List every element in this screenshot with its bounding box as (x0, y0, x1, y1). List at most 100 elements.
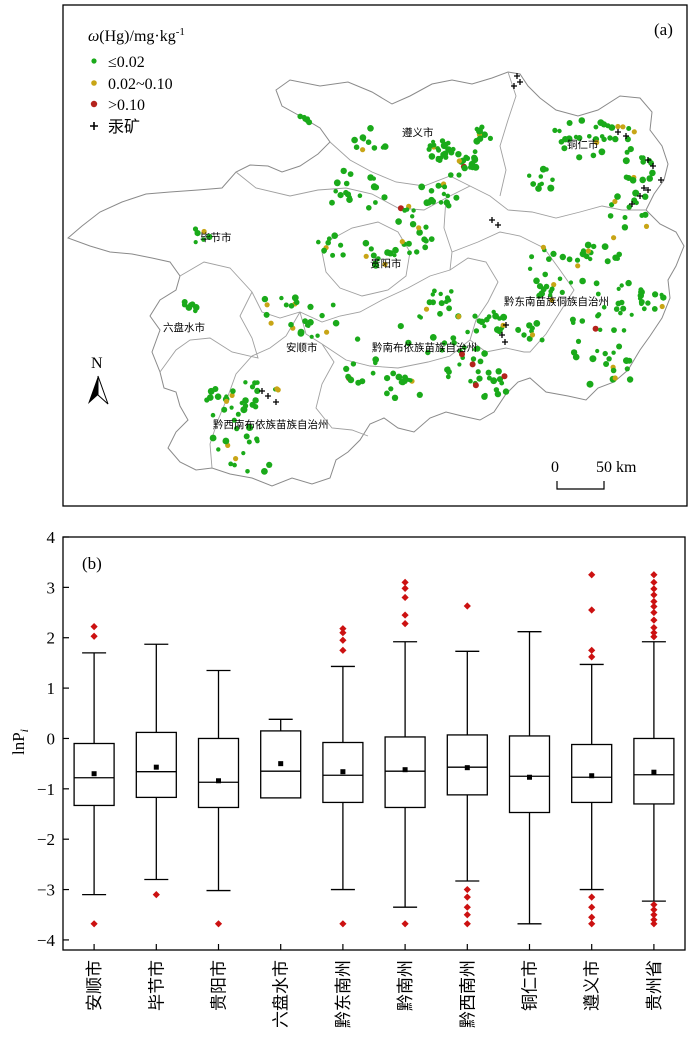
outlier-point (401, 578, 409, 586)
sample-dot (640, 159, 646, 165)
sample-dot (445, 374, 451, 380)
y-tick-label: −4 (37, 931, 56, 950)
sample-dot (390, 370, 397, 377)
y-tick-label: 0 (47, 729, 56, 748)
sample-dot (181, 302, 188, 308)
sample-dot (381, 194, 388, 201)
sample-dot (557, 128, 562, 134)
legend-label-mid: 0.02~0.10 (108, 76, 173, 93)
sample-dot (409, 221, 417, 228)
sample-dot (428, 153, 436, 160)
sample-dot (629, 177, 637, 184)
mine-marker (623, 133, 629, 139)
sample-dot (330, 252, 336, 258)
sample-dot (631, 129, 637, 135)
sample-dot (625, 279, 632, 287)
sample-dot (607, 135, 613, 141)
x-category-label: 黔东南州 (334, 960, 354, 1028)
outlier-point (463, 893, 471, 901)
map-legend: ω(Hg)/mg·kg-1 ≤0.02 0.02~0.10 >0.10 汞矿 (88, 26, 185, 136)
sample-dot (536, 283, 544, 290)
sample-dot (264, 302, 270, 308)
outlier-point (650, 591, 658, 599)
sample-dot (201, 237, 206, 242)
sample-dot (395, 218, 402, 225)
outlier-point (650, 597, 658, 606)
sample-dot (274, 386, 280, 392)
outlier-point (339, 629, 347, 637)
sample-dot (595, 291, 601, 297)
sample-dot (539, 337, 545, 343)
sample-dot (621, 224, 629, 231)
y-tick-label: −1 (37, 780, 55, 799)
sample-dot (212, 386, 219, 392)
sample-dot (472, 313, 478, 319)
sample-dot (188, 302, 194, 308)
sample-dot (368, 246, 374, 252)
sample-dot (616, 286, 621, 291)
legend-red-dot (90, 100, 98, 108)
sample-dot (370, 370, 376, 376)
sample-dot (249, 401, 256, 408)
sample-dot (586, 380, 594, 388)
sample-dot (639, 155, 645, 161)
outlier-point (463, 885, 471, 894)
sample-dot (624, 149, 630, 155)
x-category-label: 安顺市 (85, 960, 105, 1011)
sample-dot (301, 114, 307, 121)
legend-label-low: ≤0.02 (108, 54, 145, 71)
box-group (135, 643, 177, 899)
city-label-liupanshui: 六盘水市 (163, 321, 205, 334)
sample-dot (606, 356, 612, 362)
sample-dot (462, 345, 467, 350)
sample-dot (575, 263, 581, 269)
sample-dot (438, 291, 443, 297)
sample-dot (482, 324, 487, 329)
sample-dot (371, 176, 376, 181)
sample-dot (192, 226, 199, 232)
mean-marker (464, 765, 470, 771)
x-category-label: 遵义市 (583, 960, 603, 1011)
sample-dot (576, 154, 583, 161)
sample-dot (423, 306, 430, 312)
outlier-point (152, 890, 160, 899)
sample-dot (471, 155, 478, 162)
outlier-point (214, 920, 223, 928)
sample-dot (235, 411, 241, 417)
sample-dot (345, 191, 352, 198)
sample-dot (429, 198, 436, 205)
sample-dot (288, 321, 294, 328)
sample-dot (477, 358, 484, 365)
sample-dot (360, 147, 366, 153)
sample-dot (302, 318, 308, 325)
sample-dot (291, 294, 299, 302)
city-label-qianxinan: 黔西南布依族苗族自治州 (213, 418, 329, 431)
sample-dot (550, 177, 555, 183)
sample-dot (414, 249, 420, 255)
sample-dot (482, 392, 488, 398)
outlier-point (650, 602, 658, 611)
sample-dot (526, 322, 533, 329)
sample-dot (207, 394, 214, 401)
sample-dot (333, 188, 339, 194)
sample-dot (209, 434, 217, 442)
sample-dot (333, 179, 341, 187)
sample-dot (484, 316, 490, 323)
sample-dot (615, 300, 622, 307)
sample-dot (438, 300, 445, 307)
sample-dot (463, 154, 469, 160)
sample-dot (405, 240, 412, 247)
sample-dot (411, 208, 416, 213)
sample-dot (193, 240, 198, 245)
sample-dot (659, 303, 665, 310)
sample-dot (340, 252, 346, 258)
sample-dot (472, 149, 478, 155)
outlier-point (588, 606, 596, 614)
outlier-point (650, 911, 658, 919)
x-category-label: 毕节市 (147, 960, 167, 1011)
sample-dot (612, 375, 618, 381)
sample-dot (254, 387, 261, 394)
sample-dot (599, 134, 605, 139)
x-category-label: 贵州省 (645, 960, 665, 1011)
sample-dot (245, 469, 250, 474)
